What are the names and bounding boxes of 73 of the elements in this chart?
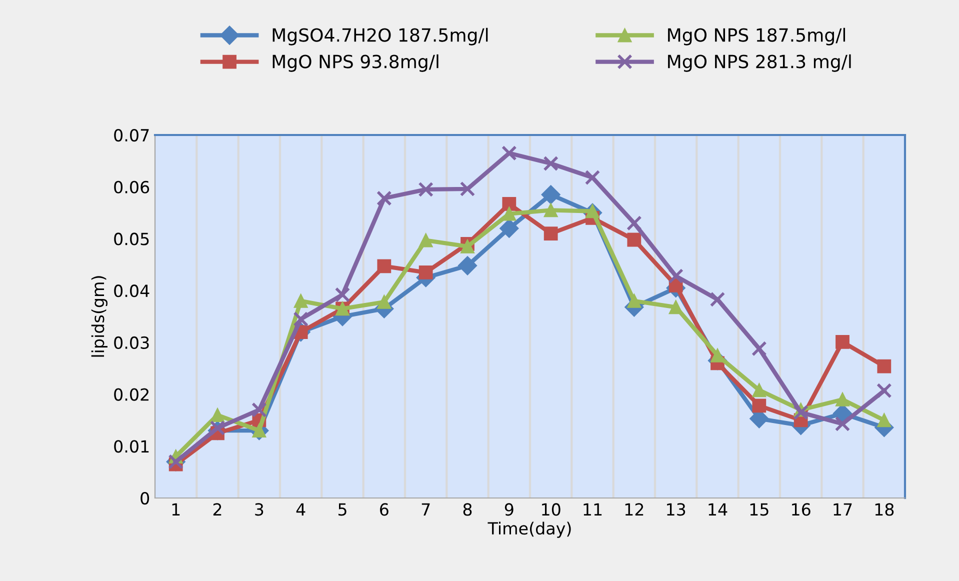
y-tick-label: 0.05 (114, 232, 149, 246)
point (460, 240, 474, 254)
point (836, 334, 850, 349)
y-axis-title: lipids(gm) (91, 276, 108, 357)
y-tick-label: 0.02 (114, 388, 148, 401)
point (627, 232, 642, 247)
x-tick-label: 11 (584, 503, 602, 516)
point (544, 226, 558, 240)
point (377, 295, 392, 309)
point (584, 170, 600, 186)
y-tick-label: 0 (140, 492, 150, 505)
legend-label: MgO NPS 187.5mg/l (668, 28, 846, 46)
point (710, 292, 726, 308)
point (752, 398, 766, 413)
y-tick-label: 0.06 (114, 180, 150, 194)
x-tick-label: 13 (667, 503, 686, 516)
point (752, 383, 766, 398)
point (627, 294, 642, 308)
x-tick-label: 9 (504, 503, 514, 516)
point (293, 311, 308, 327)
x-tick-label: 1 (172, 503, 180, 516)
legend-label: MgO NPS 281.3 mg/l (668, 54, 851, 72)
x-tick-label: 15 (750, 503, 768, 516)
point (586, 204, 600, 218)
point (418, 182, 434, 198)
x-tick-label: 12 (625, 503, 644, 516)
y-tick-label: 0.01 (114, 440, 149, 453)
point (668, 300, 683, 314)
point (502, 197, 516, 211)
point (793, 404, 808, 420)
y-tick-label: 0.04 (114, 284, 150, 298)
x-tick-label: 18 (875, 503, 894, 516)
x-tick-label: 17 (834, 503, 852, 516)
x-tick-label: 8 (463, 503, 472, 516)
point (210, 420, 226, 436)
y-tick-label: 0.03 (114, 336, 149, 349)
point (876, 383, 892, 398)
point (377, 259, 392, 274)
point (294, 294, 308, 308)
point (543, 156, 558, 172)
point (668, 268, 684, 284)
x-tick-label: 7 (422, 503, 430, 516)
x-tick-label: 4 (296, 503, 306, 516)
point (502, 206, 516, 221)
point (626, 216, 642, 231)
x-tick-label: 16 (792, 503, 810, 516)
x-tick-label: 2 (213, 503, 222, 516)
y-tick-label: 0.07 (114, 128, 149, 142)
point (836, 392, 850, 406)
point (544, 203, 558, 218)
point (834, 416, 850, 432)
point (877, 359, 892, 374)
point (502, 146, 517, 161)
legend-label: MgSO4.7H2O 187.5mg/l (272, 28, 488, 46)
point (418, 233, 433, 248)
point (877, 413, 892, 428)
point (252, 402, 267, 418)
x-tick-label: 5 (338, 503, 346, 516)
point (418, 265, 433, 280)
x-axis-title: Time(day) (488, 522, 571, 538)
point (541, 185, 560, 204)
x-tick-label: 6 (380, 503, 388, 516)
legend-label: MgO NPS 93.8mg/l (272, 54, 438, 72)
x-tick-label: 3 (255, 503, 264, 516)
point (460, 181, 476, 197)
x-tick-label: 10 (542, 503, 560, 516)
point (458, 256, 478, 276)
point (334, 287, 350, 302)
x-tick-label: 14 (708, 503, 728, 516)
point (210, 408, 224, 422)
point (376, 190, 392, 206)
point (500, 218, 519, 238)
point (752, 341, 767, 356)
